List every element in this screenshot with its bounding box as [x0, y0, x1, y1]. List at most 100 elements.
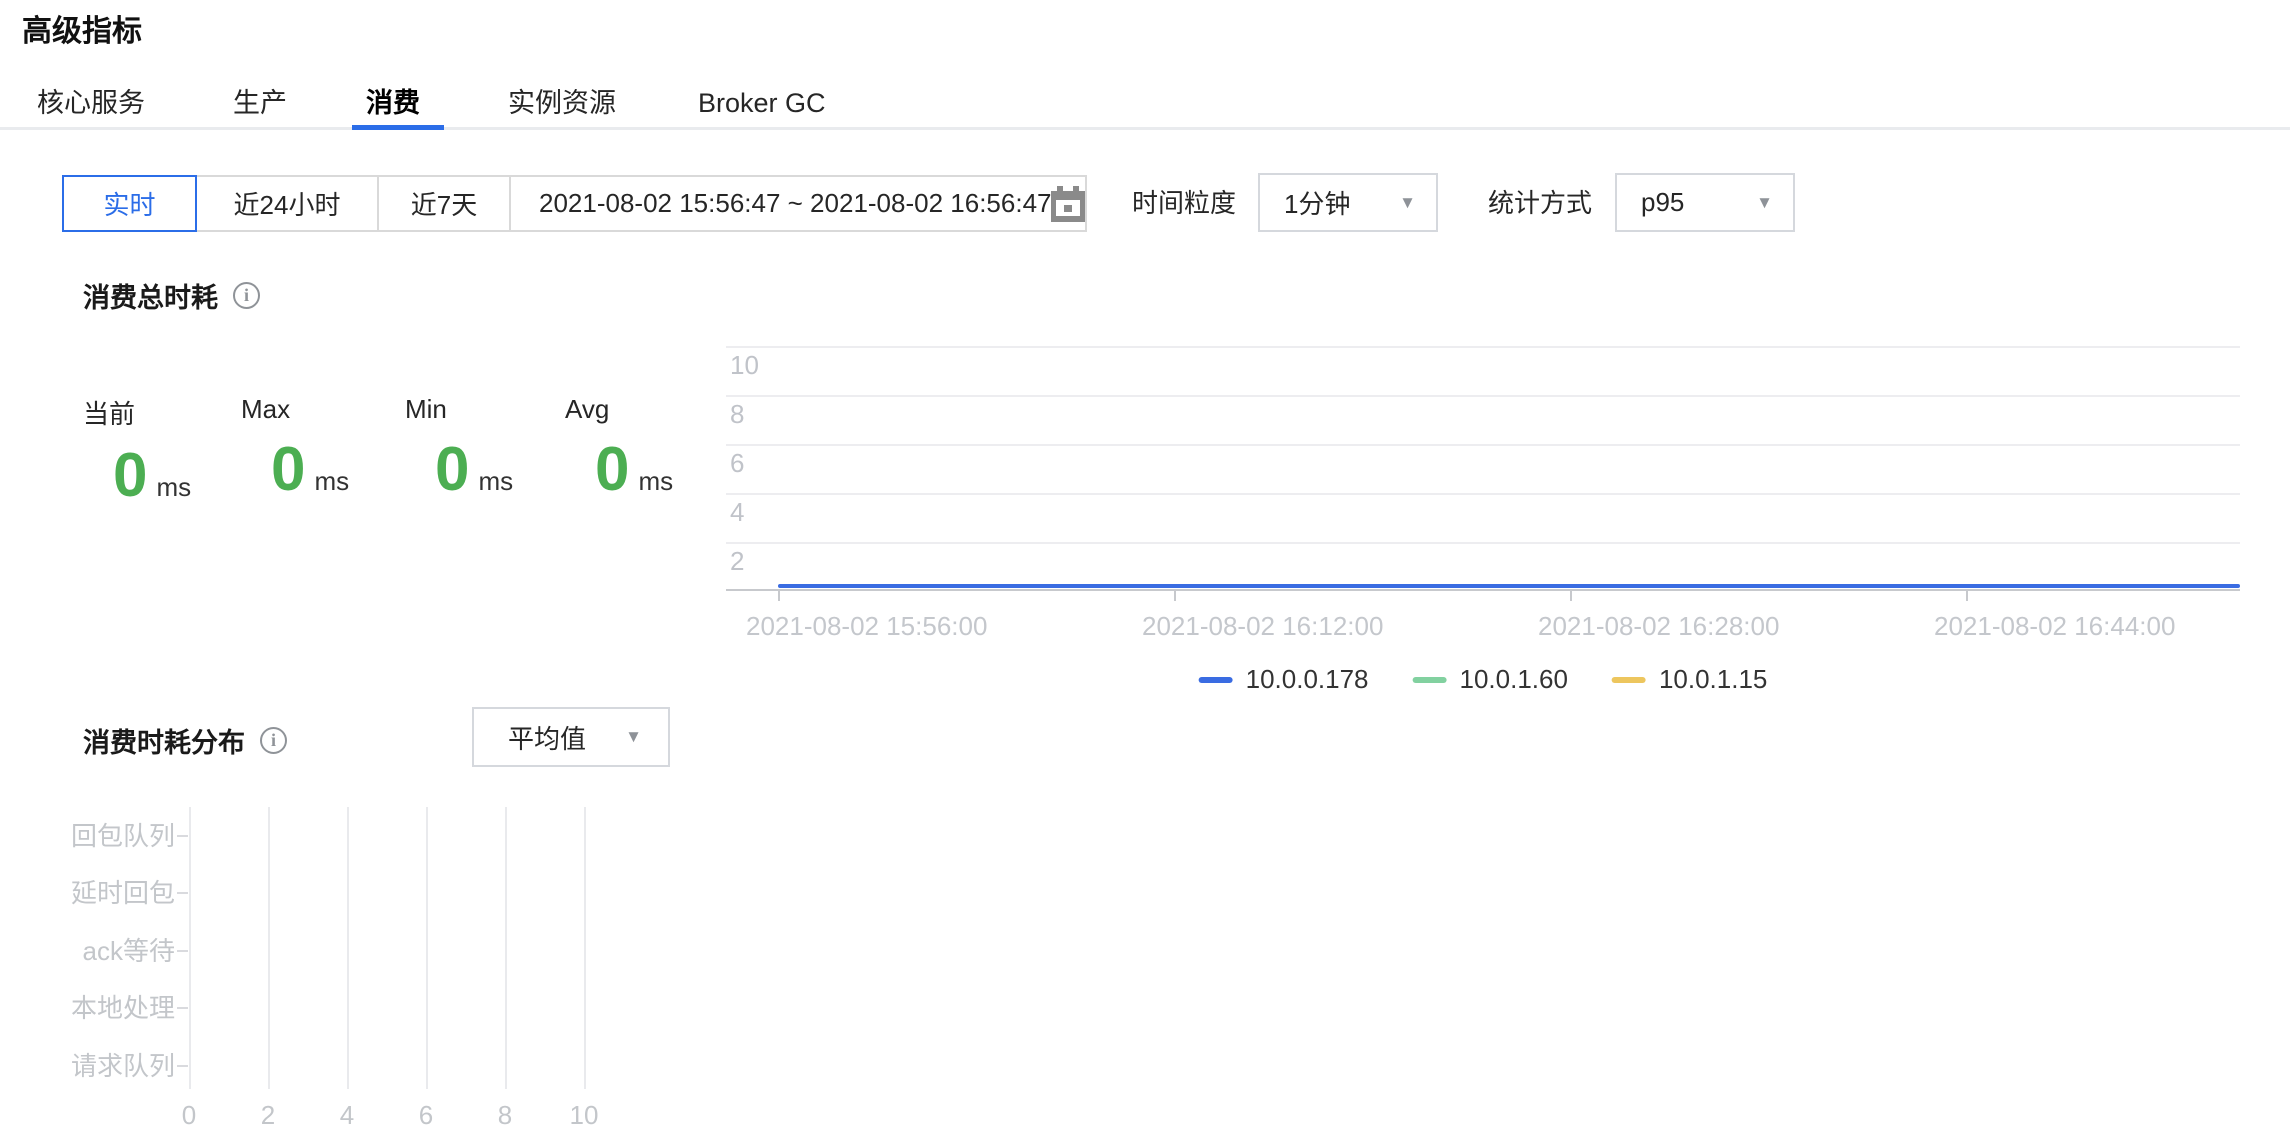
stat-unit: ms	[478, 466, 514, 496]
x-tick	[1174, 591, 1176, 601]
gridline	[584, 807, 586, 1089]
range-button-24h[interactable]: 近24小时	[195, 175, 379, 232]
stats-panel: 当前 0 ms Max 0 ms Min 0 ms Avg 0 ms	[83, 394, 743, 507]
stat-value: 0	[435, 435, 470, 504]
chart-legend: 10.0.0.178 10.0.1.60 10.0.1.15	[1198, 664, 1768, 695]
stat-value: 0	[113, 441, 148, 510]
gridline	[726, 395, 2240, 397]
chevron-down-icon: ▼	[625, 727, 642, 746]
aggregation-dropdown[interactable]: 平均值 ▼	[472, 707, 670, 767]
statistic-label: 统计方式	[1488, 188, 1593, 218]
chevron-down-icon: ▼	[1399, 192, 1416, 212]
stat-current: 当前 0 ms	[83, 394, 191, 507]
x-tick-label: 2	[260, 1100, 276, 1130]
gridline	[189, 807, 191, 1089]
x-tick	[778, 591, 780, 601]
x-tick-label: 2021-08-02 16:28:00	[1538, 611, 1780, 641]
y-tick-label: 6	[730, 448, 745, 478]
chevron-down-icon: ▼	[1756, 192, 1773, 212]
info-icon[interactable]: i	[233, 282, 260, 309]
legend-label: 10.0.1.60	[1459, 664, 1568, 694]
y-tick	[177, 950, 188, 952]
tab-instance-resources[interactable]: 实例资源	[508, 88, 616, 118]
section-total-title: 消费总时耗	[83, 283, 218, 313]
stat-unit: ms	[638, 466, 674, 496]
aggregation-value: 平均值	[508, 723, 587, 754]
gridline	[426, 807, 428, 1089]
category-label: 请求队列	[70, 1051, 175, 1081]
series-line-10-0-0-178	[778, 584, 2240, 588]
legend-label: 10.0.1.15	[1658, 664, 1768, 694]
range-button-realtime[interactable]: 实时	[62, 175, 197, 232]
legend-swatch-green	[1412, 676, 1447, 683]
section-total-header: 消费总时耗 i	[83, 276, 260, 315]
x-tick-label: 10	[569, 1100, 599, 1130]
stat-max: Max 0 ms	[241, 394, 349, 501]
range-button-7d[interactable]: 近7天	[377, 175, 511, 232]
date-range-value: 2021-08-02 15:56:47 ~ 2021-08-02 16:56:4…	[539, 188, 1052, 218]
stat-avg: Avg 0 ms	[565, 394, 673, 501]
x-tick-label: 0	[181, 1100, 197, 1130]
statistic-value: p95	[1641, 187, 1685, 217]
y-tick-label: 10	[730, 350, 759, 380]
time-range-group: 实时 近24小时 近7天 2021-08-02 15:56:47 ~ 2021-…	[62, 175, 1087, 232]
x-tick-label: 2021-08-02 16:12:00	[1142, 611, 1384, 641]
gridline	[726, 542, 2240, 544]
gridline	[726, 346, 2240, 348]
legend-swatch-yellow	[1611, 676, 1646, 683]
stat-unit: ms	[156, 472, 192, 502]
gridline	[726, 493, 2240, 495]
y-tick	[177, 892, 188, 894]
calendar-icon[interactable]	[1051, 185, 1086, 222]
info-icon[interactable]: i	[260, 727, 287, 754]
category-label: 回包队列	[70, 821, 175, 851]
legend-item-10-0-0-178[interactable]: 10.0.0.178	[1198, 664, 1369, 695]
stat-value: 0	[271, 435, 306, 504]
y-tick-label: 8	[730, 399, 745, 429]
stat-label: 当前	[83, 399, 136, 429]
gridline	[726, 444, 2240, 446]
x-tick	[1570, 591, 1572, 601]
stat-min: Min 0 ms	[405, 394, 513, 501]
y-tick-label: 2	[730, 546, 745, 576]
legend-swatch-blue	[1198, 676, 1233, 683]
legend-item-10-0-1-15[interactable]: 10.0.1.15	[1611, 664, 1768, 695]
date-range-picker[interactable]: 2021-08-02 15:56:47 ~ 2021-08-02 16:56:4…	[509, 175, 1087, 232]
granularity-label: 时间粒度	[1132, 188, 1237, 218]
gridline	[347, 807, 349, 1089]
x-tick-label: 8	[497, 1100, 513, 1130]
category-label: ack等待	[82, 936, 175, 966]
legend-item-10-0-1-60[interactable]: 10.0.1.60	[1412, 664, 1568, 695]
y-tick-label: 4	[730, 497, 745, 527]
y-tick	[177, 1007, 188, 1009]
tab-production[interactable]: 生产	[233, 88, 287, 118]
x-tick-label: 4	[339, 1100, 355, 1130]
stat-label: Max	[241, 394, 291, 424]
y-tick	[177, 835, 188, 837]
stat-label: Avg	[565, 394, 610, 424]
stat-value: 0	[595, 435, 630, 504]
active-tab-indicator	[352, 125, 444, 130]
x-axis-line	[726, 589, 2240, 591]
category-label: 延时回包	[70, 878, 175, 908]
tab-consumption[interactable]: 消费	[366, 88, 420, 118]
tab-core-services[interactable]: 核心服务	[37, 88, 145, 118]
legend-label: 10.0.0.178	[1245, 664, 1369, 694]
x-tick-label: 2021-08-02 16:44:00	[1934, 611, 2176, 641]
y-tick	[177, 1065, 188, 1067]
gridline	[268, 807, 270, 1089]
consumption-line-chart: 10 8 6 4 2 2021-08-02 15:56:00 2021-08-0…	[726, 334, 2240, 714]
tab-broker-gc[interactable]: Broker GC	[698, 88, 826, 118]
x-tick-label: 6	[418, 1100, 434, 1130]
x-tick	[1966, 591, 1968, 601]
stat-label: Min	[405, 394, 447, 424]
granularity-dropdown[interactable]: 1分钟 ▼	[1258, 173, 1438, 232]
page-title: 高级指标	[22, 15, 142, 48]
tab-bar: 核心服务 生产 消费 实例资源 Broker GC	[0, 84, 2290, 130]
granularity-value: 1分钟	[1284, 189, 1351, 219]
statistic-dropdown[interactable]: p95 ▼	[1615, 173, 1795, 232]
x-tick-label: 2021-08-02 15:56:00	[746, 611, 988, 641]
category-label: 本地处理	[70, 993, 175, 1023]
gridline	[505, 807, 507, 1089]
